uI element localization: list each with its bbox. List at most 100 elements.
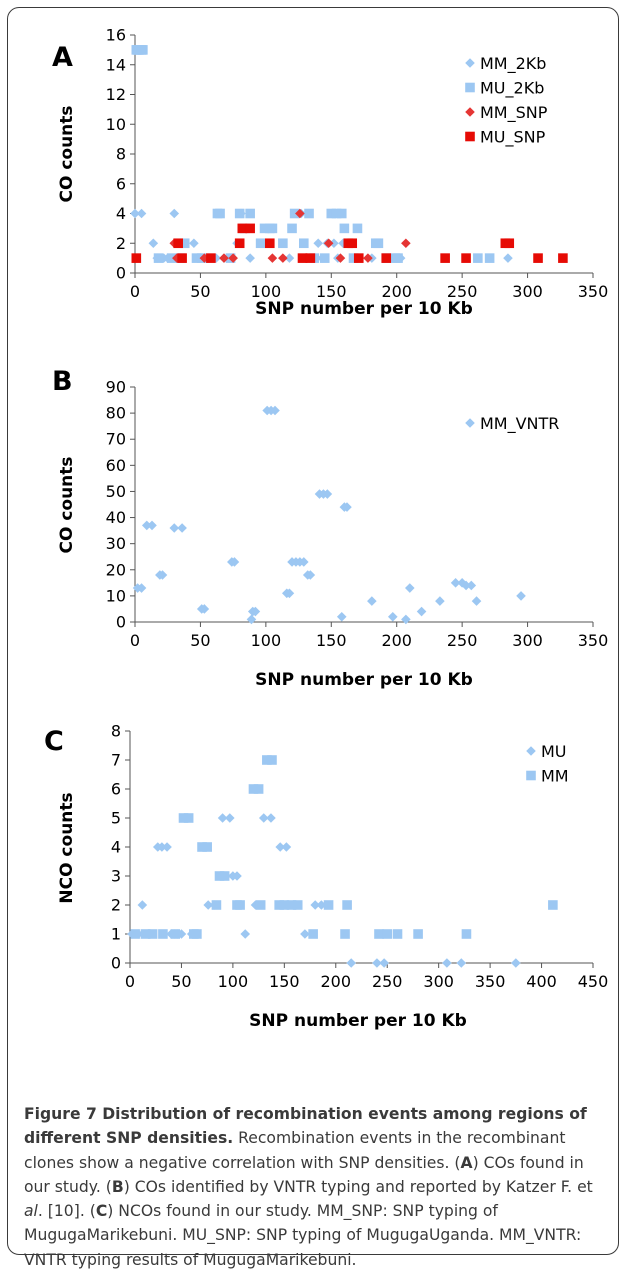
data-point [353,253,364,263]
data-point [461,929,472,939]
data-point [215,208,225,219]
y-axis-title: NCO counts [57,792,77,903]
y-axis-title: CO counts [57,105,77,202]
legend: MM_2Kb MU_2Kb MM_SNP MU_SNP [465,54,548,148]
data-point [484,253,495,263]
legend-label: MU_SNP [480,128,546,148]
data-point [179,238,190,249]
axes: 0 1 2 3 4 5 6 7 8 0 50 100 150 200 250 300 350 400 450 SNP … [57,722,608,1032]
data-point [169,208,180,219]
data-point [548,900,558,910]
chart-panel-c: C 0 1 2 3 4 5 6 7 8 0 50 100 150 200 250 300 350 400 450 SNP… [44,722,608,1032]
data-point [326,208,337,219]
y-tick-label: 0 [116,613,126,632]
data-point [158,929,168,939]
axes: 0 10 20 30 40 50 60 70 80 90 0 50 100 150 200 250 300 350… [57,378,608,691]
legend-label: MU [541,742,567,761]
x-axis-title: SNP number per 10 Kb [255,670,473,690]
data-point [172,253,182,263]
data-point [267,755,277,765]
y-tick-label: 6 [111,780,121,799]
chart-panel-a: A 0 2 4 6 8 10 12 14 16 0 50 100 150 200 250 300 350 SNP n… [52,26,608,320]
data-point [442,958,452,968]
y-tick-label: 16 [106,26,126,45]
legend-marker [465,418,475,428]
data-point [234,238,245,249]
x-tick-label: 350 [475,972,506,991]
legend: MU MM [526,742,569,786]
data-point [336,208,347,219]
y-tick-label: 90 [106,378,126,397]
y-tick-label: 50 [106,482,126,501]
data-point [245,253,255,263]
data-point [266,813,276,823]
data-point [245,223,255,234]
panel-label: C [44,726,64,757]
data-point [347,238,358,249]
data-point [450,578,461,588]
data-point [342,502,352,512]
data-point [322,489,333,499]
data-point [323,900,334,910]
data-point [416,606,427,617]
y-tick-label: 4 [116,204,126,223]
figure-caption: Figure 7 Distribution of recombination e… [24,1102,614,1272]
legend-marker [526,770,536,781]
axes: 0 2 4 6 8 10 12 14 16 0 50 100 150 200 250 300 350 SNP nu… [57,26,608,320]
data-point [348,253,359,263]
y-tick-label: 8 [116,145,126,164]
y-tick-label: 60 [106,456,126,475]
data-point [183,813,194,823]
data-point [262,755,272,765]
x-tick-label: 250 [447,631,478,650]
data-point [401,614,411,625]
data-point [300,929,310,939]
data-point [393,253,403,263]
data-point [197,842,207,852]
data-point [199,253,210,263]
legend-label: MU_2Kb [480,79,544,99]
y-tick-label: 70 [106,430,126,449]
y-tick-label: 8 [111,722,121,741]
y-tick-label: 0 [116,264,126,283]
data-point [136,208,147,219]
data-point [340,929,350,939]
data-point [297,253,308,263]
data-point [352,223,363,234]
y-tick-label: 3 [111,867,121,886]
data-point [255,238,266,249]
data-point [373,238,384,249]
data-point [511,958,521,968]
x-tick-label: 50 [190,282,210,301]
data-point [413,929,423,939]
data-point [323,238,334,249]
x-tick-label: 350 [578,282,609,301]
legend-label: MM_SNP [480,103,548,123]
data-point [147,929,158,939]
x-tick-label: 200 [381,631,412,650]
data-point [140,929,151,939]
x-tick-label: 400 [526,972,557,991]
y-tick-label: 12 [106,85,126,104]
x-tick-label: 100 [218,972,249,991]
caption-text: ) NCOs found in our study. MM_SNP: SNP t… [24,1202,582,1269]
legend: MM_VNTR [465,414,559,434]
data-point [137,900,148,910]
series-mm-vntr [132,405,526,625]
x-tick-label: 150 [316,631,347,650]
data-point [461,253,471,263]
data-point [461,580,471,591]
data-point [278,253,288,263]
x-tick-label: 300 [423,972,454,991]
data-point [235,900,245,910]
data-point [284,588,295,599]
data-point [178,813,189,823]
data-point [401,238,411,249]
caption-text: . [10]. ( [37,1202,96,1221]
y-tick-label: 5 [111,809,121,828]
data-point [279,900,290,910]
x-tick-label: 0 [130,282,140,301]
data-point [503,253,513,263]
data-point [304,208,314,219]
data-point [287,223,297,234]
